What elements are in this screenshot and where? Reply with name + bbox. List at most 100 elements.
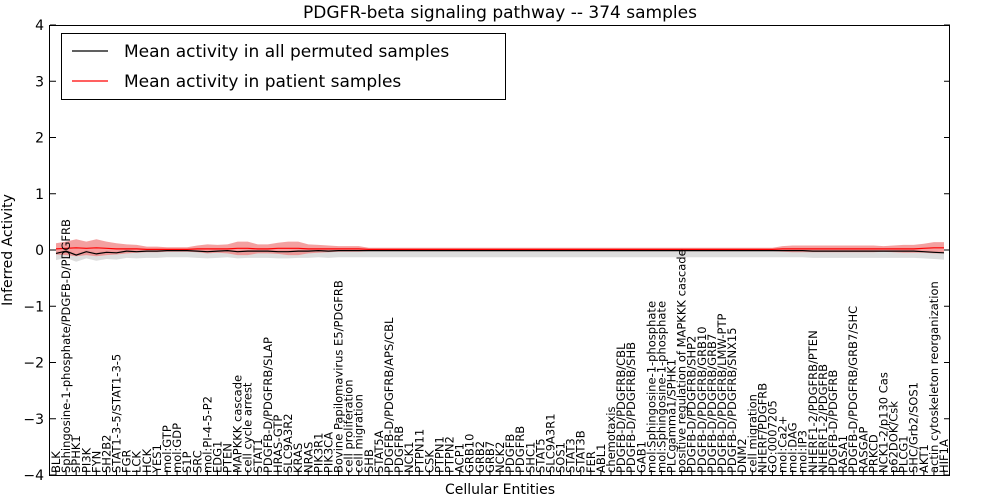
- x-tick-label: GRB2: [473, 441, 487, 473]
- y-tick-label: 1: [35, 187, 44, 203]
- x-tick-label: PDGFB-D/PDGFRB/SNX15: [725, 327, 739, 473]
- y-tick-label: 3: [35, 74, 44, 90]
- y-tick-label: −2: [23, 356, 44, 372]
- x-tick-label: FGR: [120, 449, 134, 473]
- y-axis-label: Inferred Activity: [0, 194, 16, 306]
- x-tick-label: ACP1: [453, 443, 467, 473]
- x-tick-label: STAT3B: [574, 430, 588, 473]
- x-tick-label: PDGFB-D/PDGFRB/APS/CBL: [382, 317, 396, 473]
- x-tick-label: PDGFRB: [513, 426, 527, 473]
- x-tick-label: STAT5A: [372, 430, 386, 473]
- x-tick-label: STAT1-3-5/STAT1-3-5: [110, 354, 124, 473]
- x-tick-label: NHERF/PDGFRB: [755, 383, 769, 473]
- plot-area: [55, 239, 945, 262]
- x-tick-label: SOS1: [554, 442, 568, 473]
- x-tick-label: Bovine Papilomavirus E5/PDGFRB: [332, 280, 346, 473]
- x-tick-label: PTPN2: [443, 436, 457, 473]
- x-tick-label: mol:DAG: [786, 422, 800, 473]
- x-tick-label: NRAS: [301, 442, 315, 473]
- x-tick-label: PI3K: [79, 447, 93, 473]
- x-tick-label: ABL1: [594, 444, 608, 473]
- x-tick-label: PDGFB-D/PDGFRB/GRB7/SHC: [846, 306, 860, 473]
- x-tick-label: cell migration: [352, 394, 366, 473]
- x-tick-label: PDGFB-D/PDGFRB/GRB7: [705, 334, 719, 473]
- x-tick-label: PDGFB-D/PDGFRB/SHP2: [685, 336, 699, 473]
- x-tick-label: PLCG1: [897, 435, 911, 473]
- x-tick-label: SH2B2: [100, 435, 114, 473]
- x-tick-label: cell cycle arrest: [241, 382, 255, 473]
- x-tick-label: PTPN11: [412, 429, 426, 473]
- chart-title: PDGFR-beta signaling pathway -- 374 samp…: [303, 3, 697, 23]
- x-tick-label: PIK3R1: [311, 433, 325, 474]
- y-tick-label: −4: [23, 468, 44, 484]
- x-tick-label: p62DOK/Csk: [887, 401, 901, 473]
- x-tick-label: FER: [584, 451, 598, 473]
- x-tick-label: PRKCD: [866, 434, 880, 473]
- x-tick-label: chemotaxis: [604, 407, 618, 473]
- x-tick-label: STAT1: [251, 438, 265, 473]
- x-tick-label: SHC/Grb2/SOS1: [907, 382, 921, 473]
- x-tick-label: mol:PI-4-5-P2: [200, 396, 214, 473]
- x-axis-labels: BLKSphingosine-1-phosphate/PDGFB-D/PDGFR…: [49, 219, 951, 475]
- x-tick-label: GRB7: [483, 441, 497, 473]
- y-tick-label: −3: [23, 412, 44, 428]
- x-tick-label: mol:GDP: [170, 423, 184, 473]
- x-tick-label: DNM2: [735, 438, 749, 473]
- x-tick-label: YES1: [150, 444, 164, 474]
- x-tick-label: mol:IP3: [796, 430, 810, 473]
- x-tick-label: EDG1: [211, 441, 225, 473]
- x-tick-label: GAB1: [634, 441, 648, 473]
- x-tick-label: Sphingosine-1-phosphate/PDGFB-D/PDGFRB: [59, 219, 73, 473]
- x-tick-label: SHC1: [523, 442, 537, 473]
- x-tick-label: PDGFB-D/PDGFRB/LMW-PTP: [715, 314, 729, 473]
- x-tick-label: mol:Ca2+: [776, 416, 790, 473]
- x-axis-label: Cellular Entities: [445, 482, 555, 498]
- x-tick-label: GRB10: [463, 434, 477, 473]
- x-tick-label: PDGFB-D/PDGFRB: [826, 370, 840, 473]
- x-tick-label: actin cytoskeleton reorganization: [927, 281, 941, 473]
- x-tick-label: NHERF1-2/PDGFRB/PTEN: [806, 330, 820, 473]
- x-tick-label: PDGFB-D/PDGFRB/GRB10: [695, 326, 709, 473]
- y-tick-label: 0: [35, 243, 44, 259]
- x-tick-label: NCK1: [402, 442, 416, 474]
- x-tick-label: RASGAP: [856, 427, 870, 473]
- x-tick-label: S1P: [180, 451, 194, 473]
- x-tick-label: SLC9A3R1: [544, 413, 558, 473]
- x-tick-label: PDGFB-D/PDGFRB/CBL: [614, 343, 628, 473]
- x-tick-label: PDGFB: [503, 434, 517, 473]
- x-tick-label: positive regulation of MAPKKK cascade: [675, 249, 689, 473]
- x-tick-label: cell migration: [745, 394, 759, 473]
- x-tick-label: PDGFRB: [392, 426, 406, 473]
- x-tick-label: PTEN: [221, 443, 235, 473]
- x-tick-label: LCK: [130, 451, 144, 473]
- x-tick-label: NHERF1-2/PDGFRB: [816, 364, 830, 473]
- y-tick-label: −1: [23, 299, 44, 315]
- y-tick-label: 4: [35, 18, 44, 34]
- legend: Mean activity in all permuted samples Me…: [61, 33, 506, 100]
- x-tick-label: STAT3: [564, 438, 578, 473]
- x-tick-label: MAPKKK cascade: [231, 375, 245, 473]
- x-tick-label: PDGFB-D/PDGFRB/SHB: [624, 342, 638, 473]
- legend-box: [61, 33, 506, 100]
- x-tick-label: BLK: [49, 451, 63, 473]
- x-tick-label: CSK: [422, 450, 436, 473]
- x-tick-label: SRC: [190, 450, 204, 473]
- x-tick-label: AKT1: [917, 444, 931, 473]
- x-tick-label: mol:GTP: [160, 425, 174, 473]
- series-line-patient: [55, 247, 944, 250]
- y-tick-label: 2: [35, 131, 44, 147]
- x-tick-label: SHB: [362, 449, 376, 473]
- x-tick-label: HIF1A: [937, 439, 951, 473]
- y-axis: −4 −3 −2 −1 0 1 2 3 4: [23, 18, 950, 484]
- x-tick-label: SLC9A3R2: [281, 413, 295, 473]
- x-tick-label: FYN: [89, 451, 103, 473]
- x-tick-label: HCK: [140, 448, 154, 473]
- x-tick-label: mol:Sphingosine-1-phosphate: [655, 301, 669, 473]
- series-line-permuted: [55, 249, 945, 256]
- x-tick-label: PDGFB-D/PDGFRB/SLAP: [261, 337, 275, 473]
- x-tick-label: PLCgamma1/SPHK1: [665, 359, 679, 473]
- x-tick-label: NCK2: [493, 442, 507, 474]
- x-tick-label: NCK1-2/p130 Cas: [877, 372, 891, 473]
- x-tick-label: SPHK1: [69, 435, 83, 473]
